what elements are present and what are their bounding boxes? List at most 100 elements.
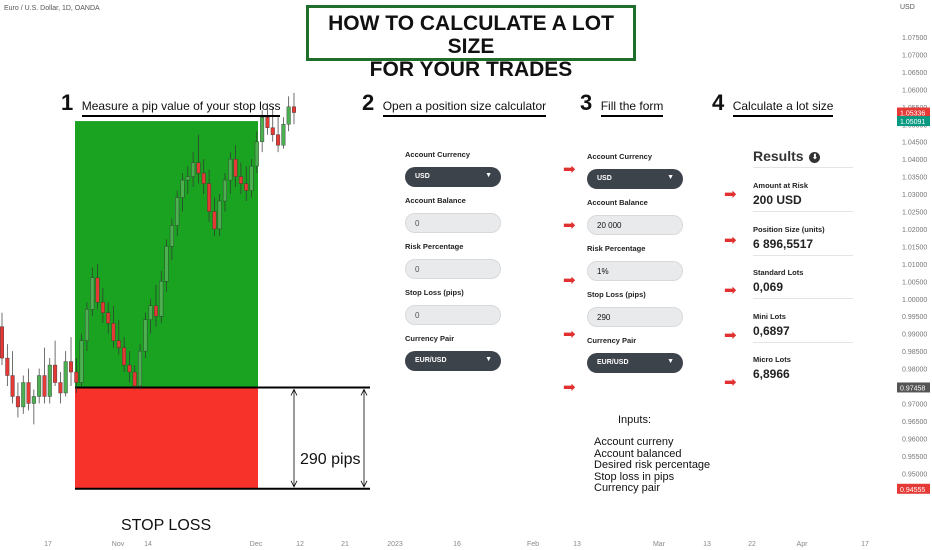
- y-tick-label: 1.07500: [902, 35, 927, 42]
- arrow-up-icon: [290, 388, 298, 396]
- candle-body: [260, 117, 265, 142]
- candle-body: [53, 364, 58, 383]
- arrow-up-icon: [360, 388, 368, 396]
- x-tick-label: 22: [748, 541, 756, 548]
- inputs-heading: Inputs:: [618, 414, 652, 426]
- results-title: Results ⬇: [753, 148, 821, 164]
- account-currency-select[interactable]: USD ▼: [405, 167, 501, 187]
- divider: [753, 255, 853, 256]
- currency-pair-select[interactable]: EUR/USD ▼: [405, 351, 501, 371]
- candle-body: [74, 371, 79, 383]
- candle-body: [47, 364, 52, 397]
- y-tick-label: 0.96500: [902, 419, 927, 426]
- currency-pair-label: Currency Pair: [405, 334, 455, 343]
- account-balance-input[interactable]: 20 000: [587, 215, 683, 235]
- title-line2: FOR YOUR TRADES: [369, 58, 573, 81]
- y-tick-label: 1.00000: [902, 297, 927, 304]
- price-tag: [897, 107, 930, 118]
- candle-body: [201, 172, 206, 184]
- price-tag-label: 0.94555: [900, 487, 925, 494]
- account-balance-input[interactable]: 0: [405, 213, 501, 233]
- y-tick-label: 0.98000: [902, 367, 927, 374]
- caret-down-icon: ▼: [667, 358, 674, 365]
- candle-body: [222, 179, 227, 202]
- step-number: 2: [362, 90, 375, 115]
- arrow-right-icon: ➡: [563, 326, 576, 343]
- risk-percentage-input[interactable]: 1%: [587, 261, 683, 281]
- stop-loss-label: Stop Loss (pips): [405, 288, 464, 297]
- y-tick-label: 0.96000: [902, 436, 927, 443]
- account-currency-label: Account Currency: [587, 152, 653, 161]
- step-number: 4: [712, 90, 725, 115]
- candle-body: [111, 322, 116, 341]
- arrow-right-icon: ➡: [724, 186, 737, 203]
- result-mini-lots: Mini Lots 0,6897: [753, 312, 790, 338]
- candle-body: [276, 134, 281, 146]
- step-text: Calculate a lot size: [732, 99, 834, 117]
- candle-body: [127, 364, 132, 373]
- candle-body: [244, 183, 249, 191]
- y-tick-label: 1.02500: [902, 210, 927, 217]
- price-tag-label: 0.97458: [900, 385, 925, 392]
- y-tick-label: 1.01000: [902, 262, 927, 269]
- arrow-right-icon: ➡: [724, 374, 737, 391]
- filled-calculator-form: Account Currency USD ▼ Account Balance 20…: [587, 152, 683, 373]
- caret-down-icon: ▼: [485, 356, 492, 363]
- candle-body: [138, 350, 143, 387]
- candle-body: [249, 165, 254, 191]
- y-tick-label: 0.98500: [902, 349, 927, 356]
- inputs-line: Desired risk percentage: [594, 459, 711, 471]
- y-axis-title: USD: [900, 4, 915, 11]
- y-tick-label: 1.04000: [902, 157, 927, 164]
- candle-body: [58, 382, 63, 394]
- candle-body: [42, 375, 47, 397]
- select-value: USD: [415, 173, 430, 180]
- candle-body: [212, 211, 217, 230]
- arrow-right-icon: ➡: [724, 327, 737, 344]
- account-currency-select[interactable]: USD ▼: [587, 169, 683, 189]
- step-text: Fill the form: [600, 99, 664, 117]
- y-tick-label: 1.06000: [902, 87, 927, 94]
- step-4: 4 Calculate a lot size: [712, 90, 834, 117]
- candle-body: [159, 281, 164, 317]
- result-value: 6 896,5517: [753, 237, 814, 251]
- candle-body: [286, 106, 291, 125]
- step-3: 3 Fill the form: [580, 90, 664, 117]
- candle-body: [175, 197, 180, 226]
- candle-body: [132, 371, 137, 387]
- inputs-line: Account balanced: [594, 447, 682, 460]
- stop-loss-input[interactable]: 290: [587, 307, 683, 327]
- arrow-right-icon: ➡: [724, 282, 737, 299]
- risk-percentage-input[interactable]: 0: [405, 259, 501, 279]
- currency-pair-select[interactable]: EUR/USD ▼: [587, 353, 683, 373]
- x-tick-label: 2023: [387, 541, 403, 548]
- y-tick-label: 1.02000: [902, 227, 927, 234]
- y-tick-label: 1.07000: [902, 52, 927, 59]
- candle-body: [106, 312, 111, 324]
- candle-body: [191, 162, 196, 177]
- select-value: EUR/USD: [597, 359, 629, 366]
- candle-body: [116, 340, 121, 348]
- candle-body: [270, 127, 275, 135]
- x-tick-label: 16: [453, 541, 461, 548]
- step-number: 3: [580, 90, 593, 115]
- stop-loss-input[interactable]: 0: [405, 305, 501, 325]
- download-icon[interactable]: ⬇: [809, 152, 821, 163]
- risk-percentage-label: Risk Percentage: [405, 242, 464, 251]
- account-balance-label: Account Balance: [405, 196, 466, 205]
- y-tick-label: 0.95000: [902, 471, 927, 478]
- y-tick-label: 0.99000: [902, 332, 927, 339]
- candle-body: [238, 176, 243, 184]
- candle-body: [10, 375, 15, 397]
- candle-body: [69, 361, 74, 373]
- x-tick-label: Mar: [653, 541, 666, 548]
- divider: [753, 167, 853, 168]
- candle-body: [21, 382, 26, 408]
- candle-body: [100, 302, 105, 313]
- inputs-line: Currency pair: [594, 482, 661, 494]
- arrow-right-icon: ➡: [563, 272, 576, 289]
- arrow-right-icon: ➡: [563, 161, 576, 178]
- results-title-text: Results: [753, 148, 804, 164]
- account-currency-label: Account Currency: [405, 150, 471, 159]
- candle-body: [122, 347, 127, 366]
